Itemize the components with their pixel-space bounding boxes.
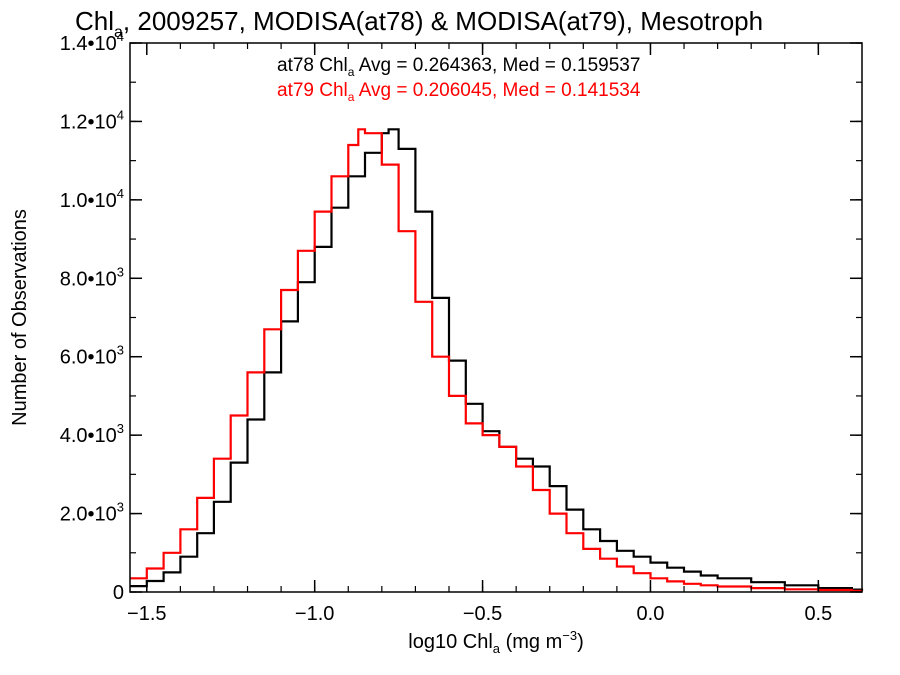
series-line-at79 xyxy=(130,128,864,592)
x-tick-label: −1.5 xyxy=(127,603,166,625)
plot-frame xyxy=(129,42,863,593)
annotation-at78: at78 Chla Avg = 0.264363, Med = 0.159537 xyxy=(277,55,640,79)
y-tick-label: 0 xyxy=(113,582,124,604)
annotation-at79: at79 Chla Avg = 0.206045, Med = 0.141534 xyxy=(277,80,641,104)
chart-title-group: Chla, 2009257, MODISA(at78) & MODISA(at7… xyxy=(75,6,763,41)
y-tick-label: 4.0•103 xyxy=(60,421,124,447)
x-tick-label: −1.0 xyxy=(295,603,334,625)
series-layer xyxy=(130,128,864,592)
x-axis-label: log10 Chla (mg m−3) xyxy=(408,628,583,656)
y-tick-label: 6.0•103 xyxy=(60,343,124,369)
y-axis-label: Number of Observations xyxy=(9,209,31,426)
y-tick-label: 1.0•104 xyxy=(60,186,124,212)
y-tick-label: 8.0•103 xyxy=(60,264,124,290)
annotations: at78 Chla Avg = 0.264363, Med = 0.159537… xyxy=(277,55,641,104)
chart-title: Chla, 2009257, MODISA(at78) & MODISA(at7… xyxy=(75,6,763,41)
axes: −1.5 −1.0 −0.5 0.0 0.5 0 2.0•103 4.0•103 6.0•103… xyxy=(9,29,863,656)
y-tick-label: 1.4•104 xyxy=(60,29,124,55)
y-tick-label: 2.0•103 xyxy=(60,500,124,526)
y-tick-label: 1.2•104 xyxy=(60,107,124,133)
x-tick-label: 0.0 xyxy=(637,603,665,625)
series-line-at78 xyxy=(130,128,864,591)
x-tick-label: 0.5 xyxy=(804,603,832,625)
x-tick-label: −0.5 xyxy=(463,603,502,625)
